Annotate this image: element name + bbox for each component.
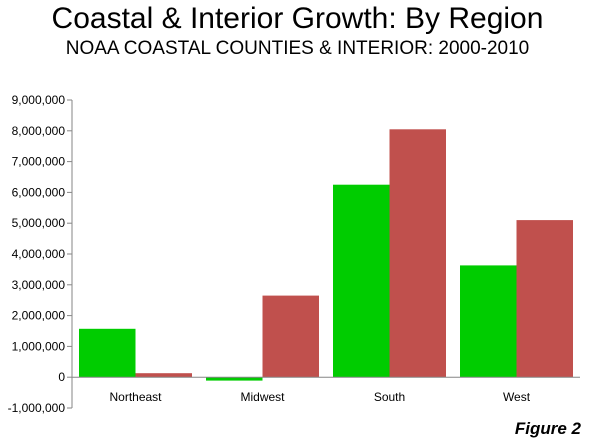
chart-title: Coastal & Interior Growth: By Region xyxy=(51,2,544,35)
chart-subtitle: NOAA COASTAL COUNTIES & INTERIOR: 2000-2… xyxy=(65,38,530,59)
bar-west-series-2 xyxy=(516,220,573,378)
y-tick-label: 5,000,000 xyxy=(12,216,66,230)
category-label-west: West xyxy=(503,390,531,404)
bar-south-series-1 xyxy=(333,184,390,378)
y-tick-label: 9,000,000 xyxy=(12,93,66,107)
bar-west-series-1 xyxy=(460,265,517,378)
bar-northeast-series-2 xyxy=(135,373,192,378)
bar-midwest-series-2 xyxy=(262,295,319,378)
category-label-midwest: Midwest xyxy=(240,390,285,404)
y-tick-label: 1,000,000 xyxy=(12,339,66,353)
y-tick-label: 4,000,000 xyxy=(12,247,66,261)
y-tick-label: 3,000,000 xyxy=(12,278,66,292)
bar-south-series-2 xyxy=(389,129,446,378)
y-tick-label: 6,000,000 xyxy=(12,185,66,199)
y-tick-label: 7,000,000 xyxy=(12,155,66,169)
category-label-south: South xyxy=(374,390,405,404)
y-tick-label: 8,000,000 xyxy=(12,124,66,138)
y-tick-label: -1,000,000 xyxy=(8,401,66,415)
category-label-northeast: Northeast xyxy=(109,390,162,404)
figure-label: Figure 2 xyxy=(514,419,581,438)
bar-northeast-series-1 xyxy=(79,328,136,378)
y-tick-label: 0 xyxy=(58,370,65,384)
y-tick-label: 2,000,000 xyxy=(12,309,66,323)
bar-midwest-series-1 xyxy=(206,377,263,381)
